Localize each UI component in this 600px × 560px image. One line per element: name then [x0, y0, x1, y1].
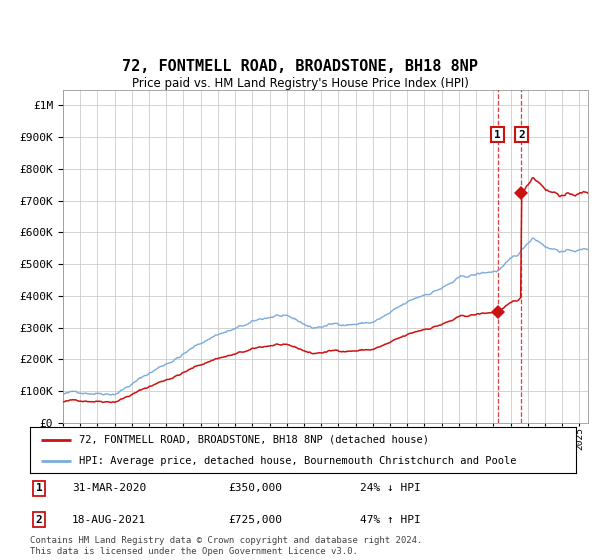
- Text: 1: 1: [35, 483, 43, 493]
- Text: 72, FONTMELL ROAD, BROADSTONE, BH18 8NP (detached house): 72, FONTMELL ROAD, BROADSTONE, BH18 8NP …: [79, 435, 429, 445]
- Text: 2: 2: [35, 515, 43, 525]
- Text: Contains HM Land Registry data © Crown copyright and database right 2024.
This d: Contains HM Land Registry data © Crown c…: [30, 536, 422, 556]
- Text: HPI: Average price, detached house, Bournemouth Christchurch and Poole: HPI: Average price, detached house, Bour…: [79, 456, 517, 466]
- Text: 24% ↓ HPI: 24% ↓ HPI: [360, 483, 421, 493]
- Text: 72, FONTMELL ROAD, BROADSTONE, BH18 8NP: 72, FONTMELL ROAD, BROADSTONE, BH18 8NP: [122, 59, 478, 74]
- Text: £725,000: £725,000: [228, 515, 282, 525]
- Text: Price paid vs. HM Land Registry's House Price Index (HPI): Price paid vs. HM Land Registry's House …: [131, 77, 469, 90]
- Text: 18-AUG-2021: 18-AUG-2021: [72, 515, 146, 525]
- Text: 2: 2: [518, 129, 525, 139]
- Text: 31-MAR-2020: 31-MAR-2020: [72, 483, 146, 493]
- Text: 1: 1: [494, 129, 501, 139]
- Text: £350,000: £350,000: [228, 483, 282, 493]
- Text: 47% ↑ HPI: 47% ↑ HPI: [360, 515, 421, 525]
